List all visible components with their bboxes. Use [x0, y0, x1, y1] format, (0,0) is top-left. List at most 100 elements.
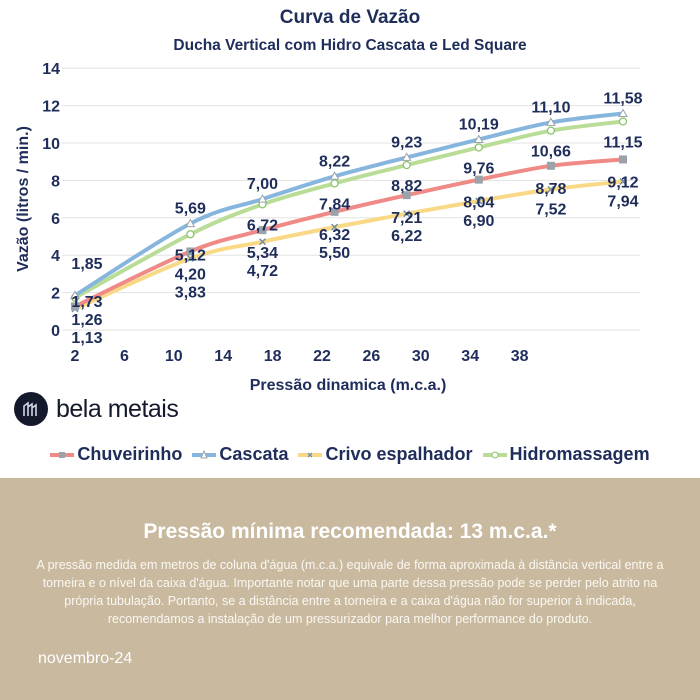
data-point-crivo-espalhador	[258, 238, 267, 246]
x-axis-label: Pressão dinamica (m.c.a.)	[250, 377, 447, 394]
data-point-cascata	[329, 171, 340, 180]
legend-label: Crivo espalhador	[325, 444, 473, 464]
data-point-hidromassagem	[474, 143, 483, 152]
data-point-hidromassagem	[402, 160, 411, 170]
legend-label: Hidromassagem	[509, 444, 650, 464]
legend-circle-icon	[482, 451, 507, 458]
x-tick-label: 2	[71, 348, 80, 365]
data-point-crivo-espalhador	[186, 254, 194, 262]
data-label-chuveirinho: 6,32	[319, 227, 350, 244]
data-point-chuveirinho	[258, 226, 267, 235]
data-point-crivo-espalhador	[547, 185, 555, 193]
data-point-chuveirinho	[402, 191, 411, 200]
x-tick-label: 6	[120, 348, 129, 365]
flow-curve-chart: Curva de Vazão Ducha Vertical com Hidro …	[15, 7, 643, 394]
x-tick-label: 18	[264, 348, 282, 365]
data-label-hidromassagem: 6,72	[247, 217, 278, 234]
data-point-chuveirinho	[546, 161, 555, 170]
data-label-hidromassagem: 1,73	[71, 294, 102, 311]
legend-label: Cascata	[219, 444, 289, 464]
data-point-hidromassagem	[546, 126, 556, 135]
x-tick-label: 22	[313, 348, 331, 365]
data-point-chuveirinho	[474, 175, 483, 184]
legend-square-icon	[50, 451, 75, 458]
data-point-cascata	[473, 134, 484, 143]
legend-item[interactable]: Chuveirinho	[50, 444, 182, 465]
info-text: A pressão medida em metros de coluna d'á…	[36, 558, 664, 626]
y-tick-label: 6	[51, 211, 60, 228]
y-axis-label: Vazão (litros / min.)	[15, 126, 32, 272]
data-label-hidromassagem: 11,15	[603, 134, 642, 151]
y-tick-label: 2	[51, 286, 60, 303]
data-label-chuveirinho: 1,26	[71, 312, 102, 329]
chart-title: Curva de Vazão	[280, 7, 420, 28]
data-point-cascata	[618, 108, 628, 117]
legend-item[interactable]: Cascata	[192, 444, 288, 465]
data-label-cascata: 11,10	[531, 99, 570, 116]
x-tick-label: 34	[461, 348, 479, 365]
legend-triangle-icon	[192, 449, 217, 458]
data-point-chuveirinho	[619, 155, 627, 164]
data-label-crivo-espalhador: 7,94	[607, 194, 638, 211]
y-tick-label: 12	[42, 99, 60, 116]
y-tick-label: 4	[51, 248, 60, 265]
info-panel: Pressão mínima recomendada: 13 m.c.a.* A…	[0, 478, 700, 700]
x-tick-label: 10	[165, 348, 183, 365]
data-label-hidromassagem: 10,66	[531, 144, 571, 161]
data-label-chuveirinho: 4,20	[175, 266, 206, 283]
brand-name: bela metais	[56, 394, 179, 423]
data-point-hidromassagem	[186, 230, 195, 239]
y-tick-label: 8	[51, 173, 60, 190]
data-label-hidromassagem: 5,12	[175, 247, 206, 264]
data-label-cascata: 7,00	[247, 176, 278, 193]
chart-legend: Chuveirinho Cascata Crivo espalhador Hidrom…	[0, 444, 700, 465]
data-point-cascata	[70, 290, 80, 299]
data-label-hidromassagem: 9,76	[463, 160, 494, 177]
y-tick-label: 14	[42, 61, 60, 78]
legend-x-icon	[298, 452, 323, 457]
data-point-chuveirinho	[330, 207, 339, 216]
y-tick-label: 10	[42, 136, 60, 153]
data-label-cascata: 5,69	[175, 201, 206, 218]
data-point-hidromassagem	[618, 117, 628, 126]
data-label-cascata: 1,85	[71, 256, 102, 273]
data-point-cascata	[185, 218, 196, 228]
data-label-crivo-espalhador: 6,22	[391, 228, 422, 245]
data-label-crivo-espalhador: 5,50	[319, 245, 350, 262]
data-label-cascata: 10,19	[459, 116, 499, 133]
y-tick-label: 0	[51, 323, 60, 340]
x-tick-label: 26	[363, 348, 381, 365]
data-point-hidromassagem	[330, 179, 339, 188]
data-label-cascata: 11,58	[603, 90, 642, 107]
data-label-chuveirinho: 5,34	[247, 245, 278, 262]
x-tick-label: 30	[412, 348, 430, 365]
data-label-crivo-espalhador: 7,52	[535, 201, 566, 218]
data-label-hidromassagem: 7,84	[319, 196, 350, 213]
data-label-crivo-espalhador: 3,83	[175, 284, 206, 301]
data-label-hidromassagem: 8,82	[391, 178, 422, 195]
data-point-chuveirinho	[71, 302, 79, 311]
brand-logo: bela metais	[14, 392, 179, 426]
data-label-chuveirinho: 8,78	[535, 181, 566, 198]
data-point-cascata	[401, 152, 412, 161]
legend-item[interactable]: Crivo espalhador	[298, 444, 473, 465]
chart-subtitle: Ducha Vertical com Hidro Cascata e Led S…	[173, 37, 527, 54]
x-tick-label: 38	[511, 348, 529, 365]
data-label-crivo-espalhador: 6,90	[463, 213, 494, 230]
data-label-crivo-espalhador: 4,72	[247, 263, 278, 280]
data-label-cascata: 9,23	[391, 134, 422, 151]
legend-label: Chuveirinho	[77, 444, 183, 464]
data-label-chuveirinho: 7,21	[391, 210, 422, 227]
data-point-chuveirinho	[186, 247, 195, 256]
legend-item[interactable]: Hidromassagem	[482, 444, 650, 465]
data-point-crivo-espalhador	[619, 177, 627, 186]
data-label-crivo-espalhador: 1,13	[71, 330, 102, 347]
data-label-chuveirinho: 8,04	[463, 195, 494, 212]
data-point-cascata	[546, 117, 556, 126]
x-tick-label: 14	[214, 348, 232, 365]
data-point-cascata	[257, 194, 268, 203]
data-label-chuveirinho: 9,12	[607, 174, 638, 191]
data-point-crivo-espalhador	[403, 210, 411, 218]
data-label-cascata: 8,22	[319, 153, 350, 170]
data-point-crivo-espalhador	[331, 223, 339, 231]
